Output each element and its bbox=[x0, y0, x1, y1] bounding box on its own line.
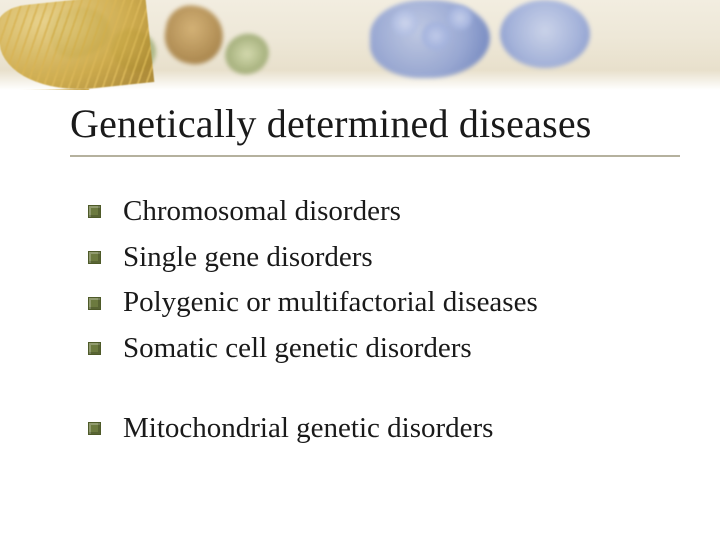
square-bullet-icon bbox=[88, 251, 101, 264]
list-item: Mitochondrial genetic disorders bbox=[70, 410, 680, 448]
square-bullet-icon bbox=[88, 297, 101, 310]
list-item: Single gene disorders bbox=[70, 239, 680, 277]
list-group-gap bbox=[70, 376, 680, 410]
square-bullet-icon bbox=[88, 205, 101, 218]
bullet-list: Chromosomal disorders Single gene disord… bbox=[70, 193, 680, 447]
list-item: Polygenic or multifactorial diseases bbox=[70, 284, 680, 322]
flower-icon bbox=[448, 6, 472, 30]
wheat-icon bbox=[0, 88, 91, 90]
list-item-text: Chromosomal disorders bbox=[123, 193, 401, 231]
flower-icon bbox=[422, 22, 450, 50]
leaf-icon bbox=[219, 28, 274, 81]
decorative-banner bbox=[0, 0, 720, 90]
list-item-text: Polygenic or multifactorial diseases bbox=[123, 284, 538, 322]
wheat-icon bbox=[0, 0, 154, 90]
list-item: Chromosomal disorders bbox=[70, 193, 680, 231]
square-bullet-icon bbox=[88, 422, 101, 435]
square-bullet-icon bbox=[88, 342, 101, 355]
title-underline bbox=[70, 155, 680, 157]
flower-icon bbox=[500, 0, 590, 68]
list-item-text: Mitochondrial genetic disorders bbox=[123, 410, 493, 448]
list-item: Somatic cell genetic disorders bbox=[70, 330, 680, 368]
flower-icon bbox=[392, 10, 418, 36]
list-item-text: Somatic cell genetic disorders bbox=[123, 330, 472, 368]
leaf-icon bbox=[160, 1, 227, 68]
slide-title: Genetically determined diseases bbox=[70, 100, 680, 147]
slide-content: Genetically determined diseases Chromoso… bbox=[70, 100, 680, 455]
list-item-text: Single gene disorders bbox=[123, 239, 373, 277]
